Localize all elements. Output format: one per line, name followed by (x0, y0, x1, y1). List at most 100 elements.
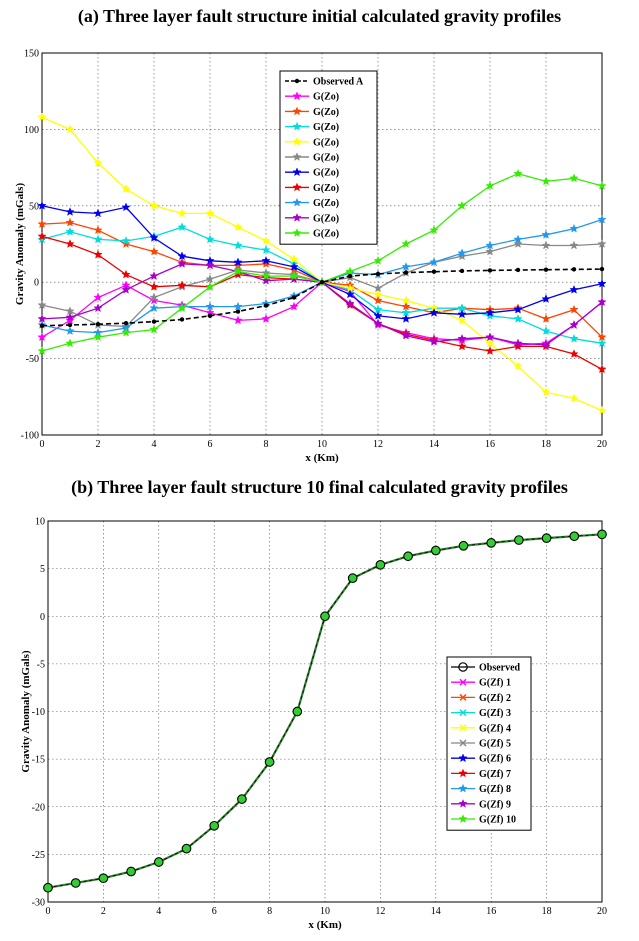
chart-a-series-8-point (65, 326, 75, 336)
chart-b-xtick-label: 16 (486, 906, 496, 917)
chart-a-series-9-point (513, 338, 523, 348)
chart-a-series-6-point (597, 278, 607, 288)
chart-a-series-2-point (93, 225, 103, 235)
chart-a-series-6-point (233, 257, 243, 267)
chart-b-legend-marker (459, 709, 467, 717)
chart-a-series-4-point (93, 158, 103, 167)
chart-a-legend-label: G(Zo) (313, 168, 339, 179)
chart-b-observed-point (320, 611, 330, 622)
chart-a-series-9-point (345, 298, 355, 308)
chart-b-legend-marker-stroke-2 (459, 724, 467, 732)
chart-a-series-1-point (65, 315, 75, 325)
chart-a-series-observed-point (459, 268, 465, 274)
chart-a-series-8-point (541, 229, 551, 239)
chart-a-series-2-point (121, 239, 131, 248)
chart-a-series-10-point (233, 266, 243, 276)
chart-a-series-4-point (401, 295, 411, 305)
chart-b-legend-label: G(Zf) 8 (479, 784, 511, 795)
chart-a-legend-item: G(Zo) (285, 197, 339, 209)
chart-a-legend-marker (294, 78, 300, 84)
chart-a-series-observed-point (347, 273, 353, 279)
chart-b-observed-point (403, 551, 413, 562)
chart-a-series-6-point (513, 304, 523, 314)
chart-a-series-3-point (597, 338, 607, 348)
chart-a-series-6-point (261, 255, 271, 265)
chart-a-series-10-point (65, 338, 75, 348)
chart-a-series-7-point (569, 349, 579, 358)
chart-a-xaxis-label: x (Km) (305, 452, 339, 464)
chart-b-observed-point (70, 878, 81, 888)
chart-b-legend-item: G(Zf) 3 (451, 708, 511, 719)
chart-b-legend-marker-stroke-2 (459, 678, 467, 686)
chart-a-series-observed-point (319, 280, 325, 285)
chart-a-series-6-point (121, 202, 131, 212)
chart-a-series-observed-point (431, 269, 437, 274)
chart-a-series-4-point (177, 208, 187, 218)
chart-b-ytick-label: -5 (37, 659, 45, 670)
chart-a-series-7-point (149, 281, 159, 291)
chart-a-series-6-point (401, 314, 411, 323)
chart-a-legend-item: G(Zo) (285, 106, 339, 118)
chart-a-series-observed-point (235, 309, 241, 314)
chart-a-series-1-point (261, 314, 271, 323)
chart-b-observed-point (237, 794, 247, 804)
chart-a-series-5-point (485, 246, 495, 256)
chart-b-legend-marker-stroke-2 (459, 709, 467, 717)
chart-a-series-4-point (205, 208, 215, 218)
chart-a-ytick-label: 150 (24, 49, 39, 60)
chart-a-xtick-label: 18 (541, 439, 551, 450)
chart-b-legend-item: G(Zf) 2 (451, 693, 511, 704)
chart-a-series-10-point (429, 225, 439, 235)
chart-a-series-10-point (37, 346, 47, 355)
chart-a-series-8-point (429, 257, 439, 267)
chart-a-series-9-point (93, 303, 103, 313)
chart-a-series-10-point (93, 332, 103, 342)
chart-a-series-8-point (513, 234, 523, 244)
chart-a-series-10-point (485, 181, 495, 190)
chart-a-series-5-point (205, 274, 215, 284)
chart-b-ytick-label: 5 (40, 564, 45, 575)
chart-a-series-10-point (345, 266, 355, 276)
chart-b-legend-marker (459, 739, 467, 747)
chart-b-ytick-label: -10 (32, 707, 45, 718)
chart-b-ytick-label: -30 (32, 898, 45, 909)
chart-a-legend-marker (292, 121, 302, 131)
chart-a-series-2-point (373, 295, 383, 305)
chart-a-series-observed-point (263, 303, 269, 308)
chart-a-series-6-point (541, 294, 551, 303)
chart-a-xtick-label: 4 (152, 439, 157, 450)
chart-a-legend-item: G(Zo) (285, 212, 339, 224)
chart-a-series-5-point (373, 283, 383, 293)
chart-a-series-4-point (513, 361, 523, 371)
chart-a-series-6-point (373, 310, 383, 320)
chart-a-series-6-point (93, 208, 103, 218)
chart-a-series-6-point (569, 284, 579, 294)
chart-b-title: (b) Three layer fault structure 10 final… (71, 477, 568, 497)
chart-a-ytick-label: 100 (24, 125, 39, 136)
chart-a-series-9-point (37, 314, 47, 323)
chart-a-series-4-point (37, 112, 47, 122)
chart-b-observed-point (347, 573, 358, 583)
chart-b-legend-label: G(Zf) 5 (479, 739, 511, 750)
chart-a-legend-item: Observed A (285, 77, 364, 88)
chart-a-legend-label: G(Zo) (313, 137, 339, 148)
chart-b: 0 2 4 6 8 10 12 14 16 18 20 -30 -25 -20 -15 -10 -5 0 5 10 x … (20, 517, 607, 932)
chart-b-observed-point (597, 529, 607, 540)
chart-a-legend-item: G(Zo) (285, 182, 339, 194)
chart-b-observed-point (514, 535, 524, 545)
chart-a-legend-label: G(Zo) (313, 107, 339, 118)
chart-b-legend-item: G(Zf) 7 (451, 768, 511, 780)
chart-a-xtick-label: 14 (429, 439, 439, 450)
chart-b-legend-marker (459, 724, 467, 732)
chart-a-series-observed-point (39, 323, 45, 328)
chart-a-series-3-point (93, 234, 103, 244)
chart-a-series-observed-point (179, 317, 185, 322)
chart-a-legend-item: G(Zo) (285, 152, 339, 164)
chart-a-xtick-label: 10 (317, 439, 327, 450)
chart-a-series-2-point (261, 259, 271, 268)
chart-b-observed-point (569, 531, 580, 542)
chart-a-series-7-point (513, 341, 523, 351)
chart-a-series-observed-point (123, 320, 129, 326)
chart-b-xtick-label: 18 (542, 906, 552, 917)
chart-a-series-4-point (233, 222, 243, 232)
